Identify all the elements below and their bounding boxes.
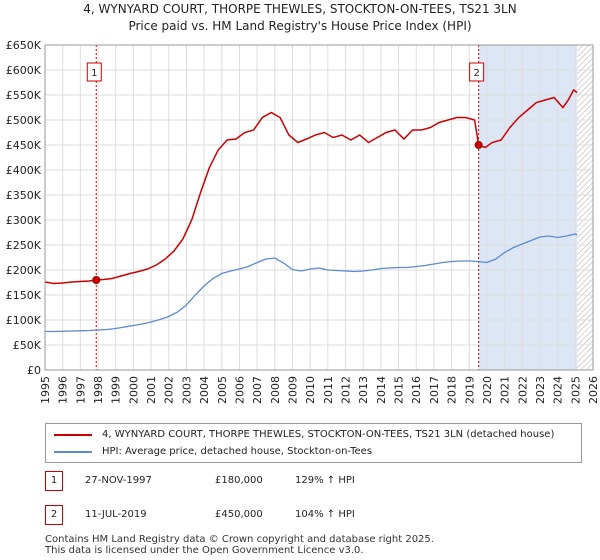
sale-price-2: £450,000	[215, 509, 263, 520]
sale-badge-2: 2	[45, 505, 63, 525]
x-tick-label: 2003	[180, 376, 193, 404]
y-tick-label: £650K	[6, 39, 42, 52]
x-tick-label: 2007	[251, 376, 264, 404]
sale-box-label-2: 2	[473, 68, 479, 79]
x-tick-label: 1998	[92, 376, 105, 404]
x-tick-label: 2021	[499, 376, 512, 404]
y-tick-label: £0	[27, 364, 41, 377]
x-tick-label: 2008	[269, 376, 282, 404]
legend-label-hpi: HPI: Average price, detached house, Stoc…	[102, 446, 373, 457]
y-tick-label: £450K	[6, 139, 42, 152]
legend-swatch-hpi	[54, 451, 92, 453]
legend-label-property: 4, WYNYARD COURT, THORPE THEWLES, STOCKT…	[102, 429, 555, 440]
y-tick-label: £250K	[6, 239, 42, 252]
sale-box-label-1: 1	[91, 68, 97, 79]
x-tick-label: 2019	[463, 376, 476, 404]
sale-point-1	[92, 276, 101, 284]
x-tick-label: 2000	[127, 376, 140, 404]
y-tick-label: £100K	[6, 314, 42, 327]
post-sale-shade	[478, 45, 578, 370]
property-price-line	[44, 88, 578, 285]
x-tick-label: 1995	[39, 376, 52, 404]
y-tick-label: £300K	[6, 214, 42, 227]
y-tick-label: £50K	[13, 339, 42, 352]
sale-box-2	[469, 62, 485, 82]
x-tick-label: 2024	[552, 376, 565, 404]
sale-price-1: £180,000	[215, 475, 263, 486]
sale-box-1	[86, 62, 102, 82]
x-tick-label: 2001	[145, 376, 158, 404]
chart-title: 4, WYNYARD COURT, THORPE THEWLES, STOCKT…	[83, 2, 517, 16]
x-tick-label: 2017	[428, 376, 441, 404]
y-tick-label: £500K	[6, 114, 42, 127]
x-tick-label: 2004	[198, 376, 211, 404]
x-tick-label: 1996	[57, 376, 70, 404]
x-tick-label: 2025	[569, 376, 582, 404]
x-tick-label: 2006	[233, 376, 246, 404]
sale-date-2: 11-JUL-2019	[85, 509, 147, 520]
x-tick-label: 2026	[587, 376, 600, 404]
sale-date-1: 27-NOV-1997	[85, 475, 152, 486]
y-tick-label: £200K	[6, 264, 42, 277]
x-tick-label: 2009	[286, 376, 299, 404]
y-tick-label: £150K	[6, 289, 42, 302]
x-tick-label: 2020	[481, 376, 494, 404]
x-tick-label: 2013	[357, 376, 370, 404]
legend-item-hpi: HPI: Average price, detached house, Stoc…	[46, 444, 581, 460]
x-tick-label: 2014	[375, 376, 388, 404]
y-tick-label: £350K	[6, 189, 42, 202]
x-tick-label: 2015	[393, 376, 406, 404]
chart-subtitle: Price paid vs. HM Land Registry's House …	[128, 19, 472, 33]
x-tick-label: 2011	[322, 376, 335, 404]
x-tick-label: 2010	[304, 376, 317, 404]
x-tick-label: 2002	[163, 376, 176, 404]
price-chart: 1 2 £0 £50K £100K £150K £200K £250K £300K £350K £…	[6, 39, 600, 404]
sale-hpi-1: 129% ↑ HPI	[295, 475, 355, 486]
x-tick-label: 2012	[340, 376, 353, 404]
x-tick-label: 2022	[516, 376, 529, 404]
x-tick-label: 1997	[74, 376, 87, 404]
legend-item-property: 4, WYNYARD COURT, THORPE THEWLES, STOCKT…	[46, 427, 581, 443]
x-tick-label: 2018	[446, 376, 459, 404]
plot-frame	[44, 44, 594, 371]
x-tick-label: 1999	[110, 376, 123, 404]
x-tick-label: 2016	[410, 376, 423, 404]
hpi-line	[45, 233, 578, 333]
footer-copyright: Contains HM Land Registry data © Crown c…	[45, 534, 434, 545]
y-tick-label: £550K	[6, 89, 42, 102]
forecast-hatch	[577, 45, 593, 370]
sale-hpi-2: 104% ↑ HPI	[295, 509, 355, 520]
sale-point-2	[474, 141, 483, 149]
sale-badge-1: 1	[45, 471, 63, 491]
x-tick-label: 2023	[534, 376, 547, 404]
legend: 4, WYNYARD COURT, THORPE THEWLES, STOCKT…	[45, 423, 582, 463]
legend-swatch-property	[54, 434, 92, 436]
y-tick-label: £600K	[6, 64, 42, 77]
y-tick-label: £400K	[6, 164, 42, 177]
footer-license: This data is licensed under the Open Gov…	[45, 545, 364, 556]
x-tick-label: 2005	[216, 376, 229, 404]
